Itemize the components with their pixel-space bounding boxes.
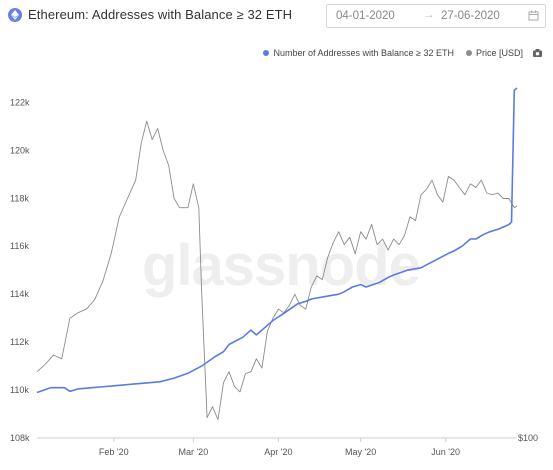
price-line [36, 120, 518, 421]
x-tick-label: May '20 [345, 447, 376, 457]
y-tick-label: 112k [10, 337, 29, 347]
x-tick-label: Mar '20 [178, 447, 208, 457]
legend-item-addresses[interactable]: Number of Addresses with Balance ≥ 32 ET… [263, 48, 454, 58]
legend-item-price[interactable]: Price [USD] [465, 48, 523, 58]
y-axis: 108k 110k 112k 114k 116k 118k 120k 122k [10, 97, 30, 443]
legend-label-addresses: Number of Addresses with Balance ≥ 32 ET… [273, 48, 454, 58]
chart-legend: Number of Addresses with Balance ≥ 32 ET… [251, 48, 542, 58]
title-group: Ethereum: Addresses with Balance ≥ 32 ET… [8, 7, 292, 22]
x-tick-label: Apr '20 [264, 447, 292, 457]
series-group [36, 87, 518, 421]
y-tick-label: 116k [10, 241, 29, 251]
x-tick-label: Feb '20 [99, 447, 129, 457]
date-range-picker[interactable]: 04-01-2020 → 27-06-2020 [326, 4, 546, 28]
calendar-icon[interactable] [528, 10, 539, 24]
addresses-line [36, 87, 518, 394]
chart-title: Ethereum: Addresses with Balance ≥ 32 ET… [28, 7, 293, 22]
start-date-input[interactable]: 04-01-2020 [336, 10, 395, 22]
y-tick-label: 110k [10, 385, 29, 395]
y-tick-label: 120k [10, 145, 30, 155]
legend-dot-icon [263, 50, 270, 56]
legend-dot-icon [465, 50, 472, 56]
y-tick-label: 108k [10, 433, 30, 443]
x-tick-label: Jun '20 [431, 447, 460, 457]
arrow-right-icon: → [423, 9, 435, 21]
legend-label-price: Price [USD] [475, 48, 523, 58]
y-tick-label: 122k [10, 97, 30, 107]
y2-tick-label: $100 [518, 433, 538, 443]
y-tick-label: 114k [10, 289, 29, 299]
end-date-input[interactable]: 27-06-2020 [441, 10, 500, 22]
ethereum-icon [8, 7, 22, 22]
chart-header: Ethereum: Addresses with Balance ≥ 32 ET… [0, 0, 553, 34]
y-tick-label: 118k [10, 193, 29, 203]
camera-icon[interactable] [533, 49, 542, 57]
x-axis: Feb '20 Mar '20 Apr '20 May '20 Jun '20 [99, 438, 460, 457]
